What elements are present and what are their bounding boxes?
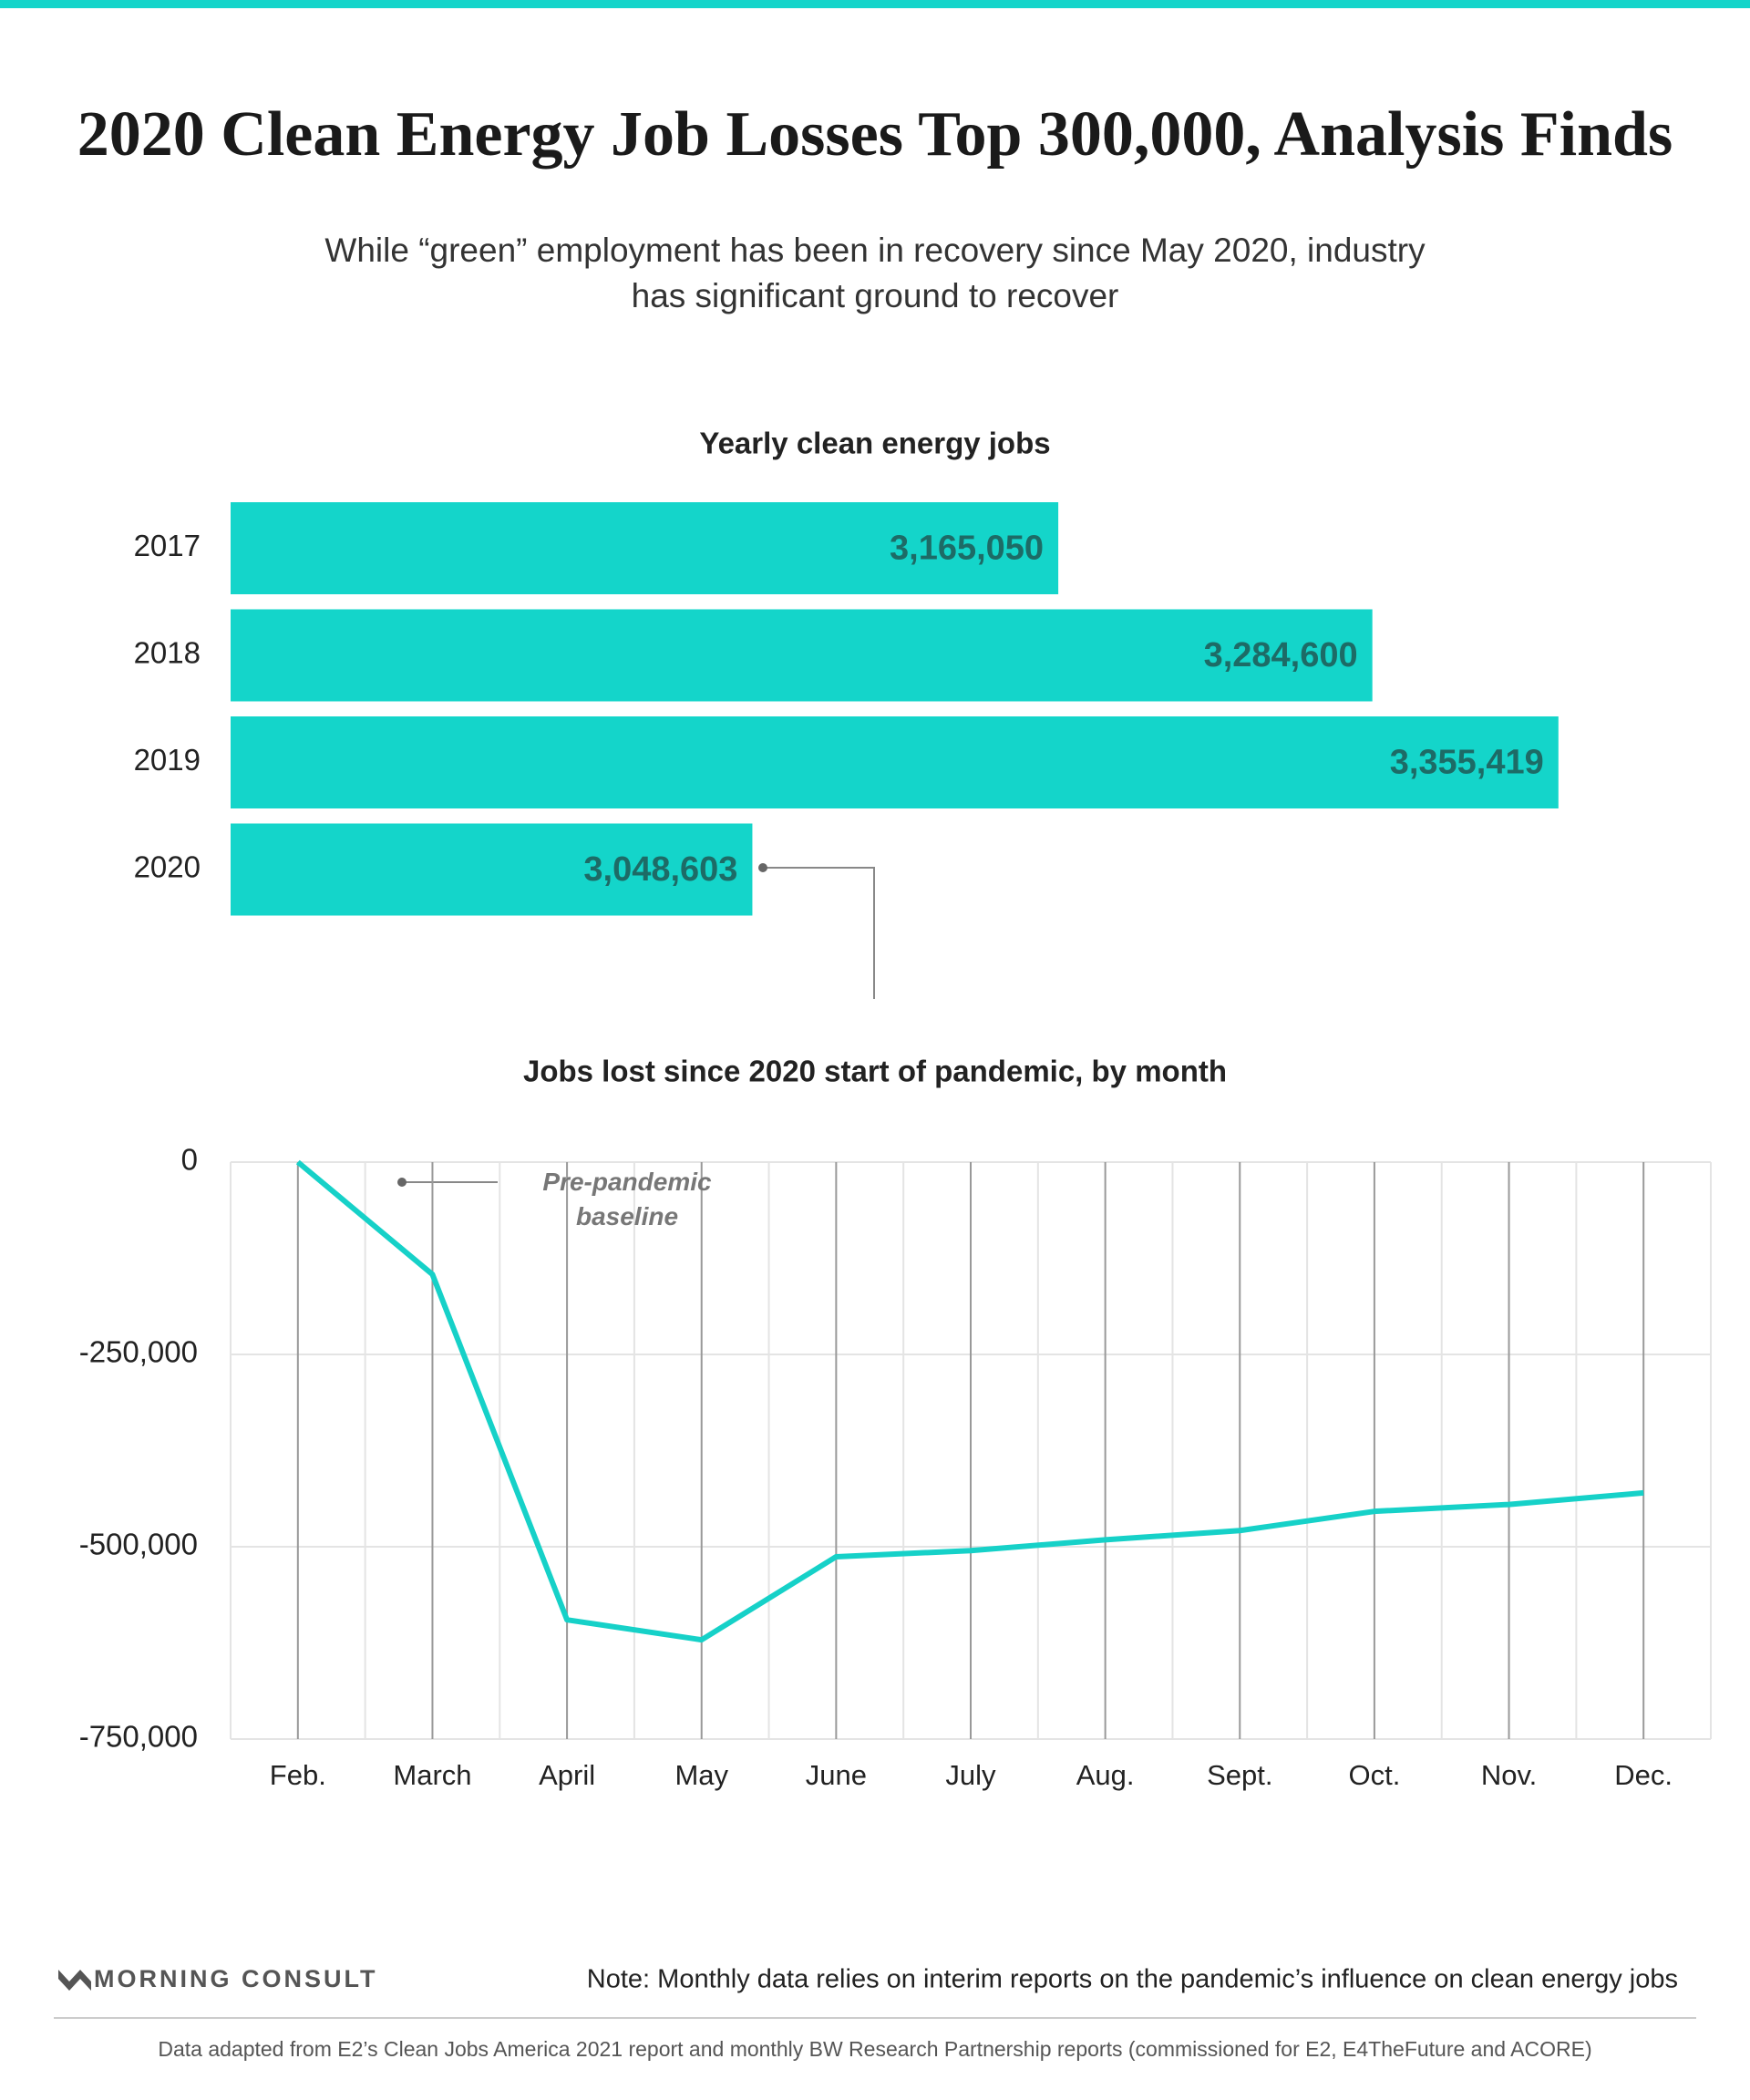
x-tick-label: Feb. <box>270 1759 326 1791</box>
annotation: Pre-pandemic baseline <box>542 1168 712 1230</box>
x-tick-label: March <box>393 1759 471 1791</box>
page-subtitle: While “green” employment has been in rec… <box>324 232 1426 314</box>
bar <box>231 823 753 916</box>
y-tick-label: 2017 <box>134 529 201 562</box>
connector <box>763 867 875 999</box>
y-tick-label: -750,000 <box>79 1720 198 1754</box>
bar <box>231 716 1559 808</box>
annotation-dot <box>397 1178 407 1187</box>
value-label: 3,284,600 <box>1204 636 1358 674</box>
logo: MORNING CONSULT <box>94 1965 377 1992</box>
value-label: 3,165,050 <box>890 530 1044 568</box>
source: Data adapted from E2’s Clean Jobs Americ… <box>158 2037 1591 2061</box>
value-label: 3,048,603 <box>583 850 737 889</box>
top-rule <box>0 0 1750 8</box>
x-tick-label: July <box>945 1759 996 1791</box>
x-tick-label: Sept. <box>1207 1759 1272 1791</box>
logo-icon <box>58 1970 91 1991</box>
x-tick-label: April <box>539 1759 595 1791</box>
y-tick-label: -500,000 <box>79 1528 198 1561</box>
x-tick-label: Aug. <box>1076 1759 1135 1791</box>
y-tick-label: 2018 <box>134 636 201 670</box>
y-tick-label: 2019 <box>134 743 201 777</box>
x-tick-label: May <box>674 1759 728 1791</box>
x-tick-label: Oct. <box>1348 1759 1400 1791</box>
chart-title: Jobs lost since 2020 start of pandemic, … <box>523 1055 1227 1088</box>
x-tick-label: June <box>806 1759 867 1791</box>
y-tick-label: -250,000 <box>79 1335 198 1369</box>
page-title: 2020 Clean Energy Job Losses Top 300,000… <box>77 99 1673 170</box>
chart-title: Yearly clean energy jobs <box>699 427 1050 460</box>
x-tick-label: Dec. <box>1614 1759 1673 1791</box>
value-label: 3,355,419 <box>1390 744 1544 782</box>
y-tick-label: 0 <box>181 1143 198 1177</box>
bar <box>231 502 1059 594</box>
x-tick-label: Nov. <box>1481 1759 1537 1791</box>
line <box>295 1159 1644 1643</box>
note: Note: Monthly data relies on interim rep… <box>587 1965 1678 1994</box>
y-tick-label: 2020 <box>134 850 201 884</box>
connector-dot <box>758 863 767 872</box>
bar <box>231 609 1373 702</box>
